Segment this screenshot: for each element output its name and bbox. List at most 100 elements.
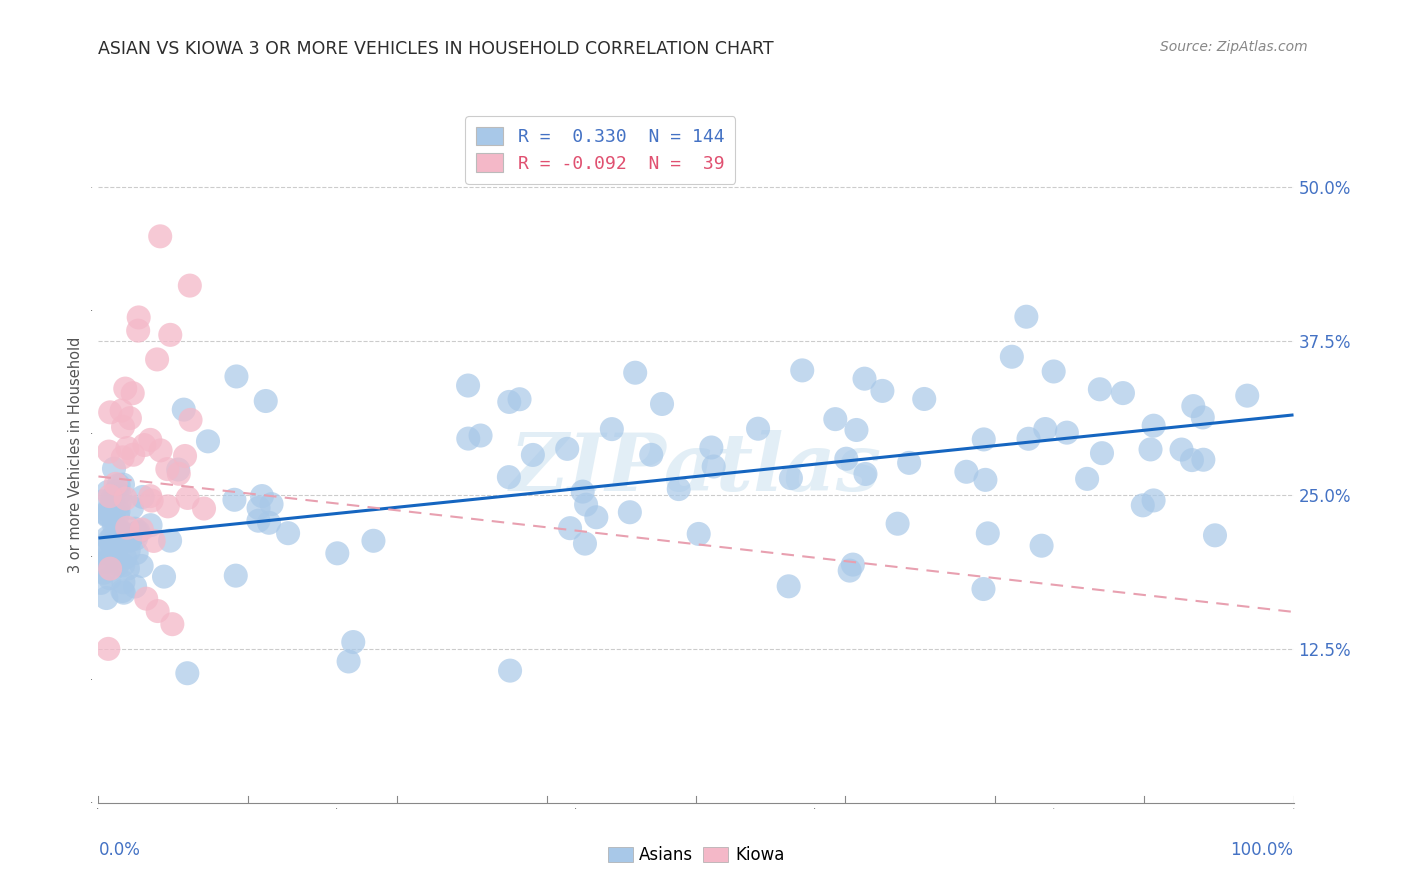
Point: [114, 550, 136, 565]
Point: [97, 503, 120, 517]
Point: [1191, 410, 1213, 425]
Point: [1236, 389, 1258, 403]
Point: [103, 518, 125, 533]
Point: [114, 530, 136, 544]
Point: [100, 537, 122, 551]
Point: [977, 526, 1000, 541]
Point: [98, 562, 121, 576]
Point: [128, 310, 150, 325]
Point: [225, 369, 247, 384]
Point: [111, 477, 134, 491]
Point: [1033, 422, 1056, 436]
Point: [146, 352, 169, 367]
Point: [872, 384, 894, 398]
Point: [509, 392, 531, 407]
Point: [886, 516, 908, 531]
Point: [640, 448, 662, 462]
Point: [118, 543, 141, 558]
Point: [247, 514, 270, 528]
Point: [107, 478, 129, 492]
Point: [156, 500, 179, 514]
Point: [153, 569, 176, 583]
Point: [118, 533, 141, 548]
Point: [499, 664, 522, 678]
Point: [1076, 472, 1098, 486]
Point: [131, 490, 153, 504]
Point: [101, 491, 124, 505]
Point: [104, 476, 127, 491]
Point: [93, 547, 115, 561]
Point: [1015, 310, 1038, 324]
Point: [1182, 399, 1205, 413]
Point: [703, 459, 725, 474]
Point: [1143, 418, 1166, 433]
Point: [898, 456, 921, 470]
Point: [103, 509, 125, 524]
Point: [98, 405, 121, 419]
Point: [600, 422, 623, 436]
Point: [972, 582, 994, 596]
Point: [105, 549, 128, 563]
Point: [197, 434, 219, 449]
Point: [162, 617, 184, 632]
Point: [114, 382, 136, 396]
Point: [845, 423, 868, 437]
Point: [174, 449, 197, 463]
Point: [167, 467, 190, 481]
Text: ASIAN VS KIOWA 3 OR MORE VEHICLES IN HOUSEHOLD CORRELATION CHART: ASIAN VS KIOWA 3 OR MORE VEHICLES IN HOU…: [98, 40, 775, 58]
Point: [1088, 382, 1111, 396]
Point: [107, 504, 129, 518]
Point: [167, 462, 190, 476]
Point: [156, 462, 179, 476]
Point: [98, 546, 121, 560]
Point: [457, 378, 479, 392]
Point: [1112, 386, 1135, 401]
Point: [124, 522, 146, 536]
Point: [97, 554, 120, 568]
Point: [117, 441, 139, 455]
Point: [619, 505, 641, 519]
Point: [1001, 350, 1024, 364]
Point: [111, 420, 134, 434]
Point: [112, 585, 135, 599]
Point: [225, 568, 247, 582]
Point: [125, 546, 148, 560]
Point: [124, 579, 146, 593]
Point: [250, 489, 273, 503]
Point: [98, 533, 121, 548]
Point: [1132, 499, 1154, 513]
Point: [668, 482, 690, 496]
Point: [131, 523, 153, 537]
Point: [110, 403, 132, 417]
Point: [112, 558, 135, 573]
Point: [176, 666, 198, 681]
Text: 0.0%: 0.0%: [98, 841, 141, 859]
Point: [139, 433, 162, 447]
Point: [1031, 539, 1053, 553]
Point: [575, 498, 598, 512]
Point: [90, 575, 112, 590]
Point: [700, 441, 723, 455]
Point: [326, 546, 349, 560]
Point: [974, 473, 997, 487]
Point: [912, 392, 935, 406]
Point: [247, 501, 270, 516]
Point: [1139, 442, 1161, 457]
Point: [98, 571, 121, 585]
Point: [108, 525, 131, 540]
Point: [179, 278, 201, 293]
Point: [149, 229, 172, 244]
Point: [254, 394, 277, 409]
Point: [176, 491, 198, 505]
Point: [498, 470, 520, 484]
Point: [1170, 442, 1192, 457]
Point: [260, 497, 283, 511]
Point: [108, 524, 131, 538]
Point: [96, 507, 118, 521]
Point: [173, 402, 195, 417]
Point: [835, 451, 858, 466]
Point: [142, 533, 165, 548]
Point: [842, 558, 865, 572]
Point: [93, 543, 115, 558]
Point: [780, 471, 803, 485]
